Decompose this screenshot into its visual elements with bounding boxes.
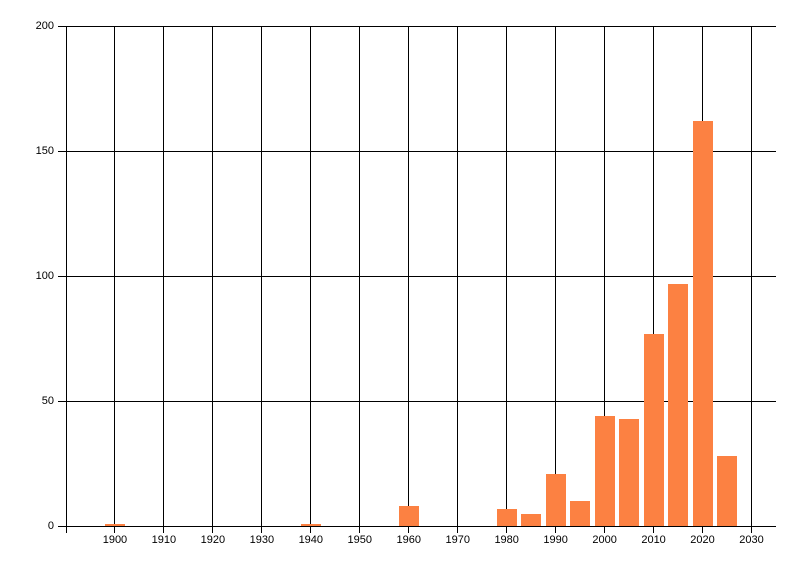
- x-tick-label: 1930: [249, 534, 275, 546]
- x-gridline: [604, 26, 606, 533]
- x-gridline: [751, 26, 753, 533]
- x-gridline: [114, 26, 116, 533]
- x-gridline: [163, 26, 165, 533]
- y-tick-label: 100: [35, 270, 54, 282]
- x-tick-label: 1980: [494, 534, 519, 546]
- x-gridline: [506, 26, 508, 533]
- x-gridline: [457, 26, 459, 533]
- bar: [545, 473, 566, 526]
- y-gridline: [58, 275, 776, 277]
- bar: [398, 506, 419, 526]
- x-tick-label: 1940: [298, 534, 324, 546]
- y-gridline: [58, 525, 776, 527]
- x-tick-label: 1910: [151, 534, 177, 546]
- bar: [692, 121, 713, 526]
- bar: [668, 283, 689, 526]
- x-gridline: [408, 26, 410, 533]
- bar: [594, 416, 615, 526]
- x-tick-label: 2000: [592, 534, 617, 546]
- x-tick-label: 1990: [543, 534, 568, 546]
- x-gridline: [310, 26, 312, 533]
- bar: [717, 456, 738, 526]
- x-tick-label: 1960: [396, 534, 421, 546]
- y-gridline: [58, 150, 776, 152]
- bar: [570, 501, 591, 526]
- x-tick-label: 1920: [200, 534, 226, 546]
- y-tick-label: 150: [35, 145, 54, 157]
- y-tick-label: 0: [47, 520, 54, 532]
- bar: [496, 508, 517, 526]
- x-gridline: [653, 26, 655, 533]
- x-gridline: [212, 26, 214, 533]
- bar: [521, 513, 542, 526]
- x-tick-label: 1950: [347, 534, 373, 546]
- x-gridline: [555, 26, 557, 533]
- x-tick-label: 1900: [102, 534, 128, 546]
- y-tick-label: 200: [35, 20, 54, 32]
- y-gridline: [58, 25, 776, 27]
- bar: [104, 523, 125, 526]
- x-tick-label: 2020: [690, 534, 715, 546]
- x-gridline: [359, 26, 361, 533]
- y-axis-line: [65, 26, 67, 533]
- x-tick-label: 2030: [739, 534, 764, 546]
- y-gridline: [58, 400, 776, 402]
- x-gridline: [261, 26, 263, 533]
- bar: [643, 333, 664, 526]
- bar: [619, 418, 640, 526]
- x-tick-label: 1970: [445, 534, 470, 546]
- y-tick-label: 50: [41, 395, 54, 407]
- bar: [300, 523, 321, 526]
- x-tick-label: 2010: [641, 534, 666, 546]
